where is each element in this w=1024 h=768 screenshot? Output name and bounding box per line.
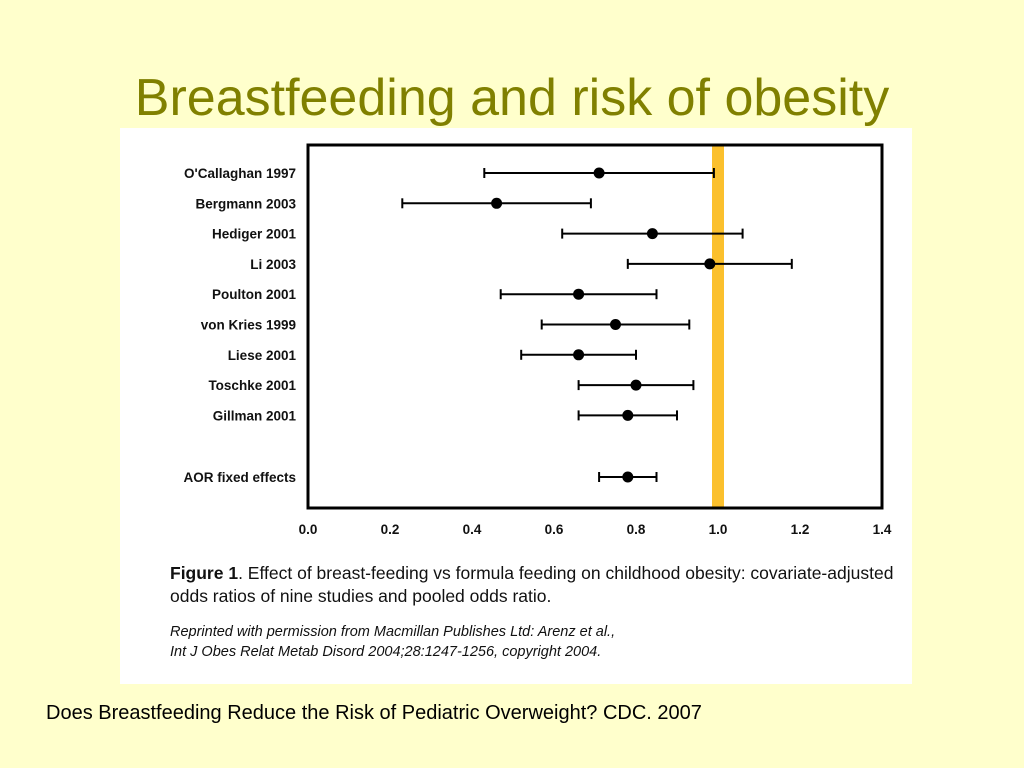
plot-frame [306, 143, 884, 510]
study-label: Bergmann 2003 [195, 196, 296, 211]
x-tick-label: 0.4 [463, 522, 482, 537]
reference-line [712, 146, 724, 507]
figure-caption-text: . Effect of breast-feeding vs formula fe… [170, 563, 894, 606]
study-point [593, 167, 605, 179]
figure-caption: Figure 1. Effect of breast-feeding vs fo… [170, 562, 910, 608]
x-tick-label: 0.0 [299, 522, 318, 537]
study-point [610, 319, 621, 330]
x-tick-label: 0.8 [627, 522, 646, 537]
study-point [630, 379, 642, 391]
figure-panel: O'Callaghan 1997 Bergmann 2003 Hediger 200… [120, 128, 912, 684]
reprint-line-1: Reprinted with permission from Macmillan… [170, 624, 616, 640]
study-point [646, 228, 658, 240]
study-label: Hediger 2001 [212, 227, 297, 242]
source-citation: Does Breastfeeding Reduce the Risk of Pe… [46, 702, 702, 724]
reprint-notice: Reprinted with permission from Macmillan… [170, 622, 910, 662]
study-point [622, 409, 634, 421]
x-tick-label: 0.2 [381, 522, 400, 537]
study-label: Liese 2001 [228, 348, 297, 363]
x-tick-label: 1.0 [709, 522, 728, 537]
reprint-line-2: Int J Obes Relat Metab Disord 2004;28:12… [170, 644, 602, 660]
study-label: Gillman 2001 [213, 408, 297, 423]
x-tick-label: 1.4 [873, 522, 892, 537]
figure-caption-label: Figure 1 [170, 563, 239, 583]
study-point [704, 258, 716, 270]
study-point [491, 197, 503, 209]
study-label: Poulton 2001 [212, 287, 297, 302]
study-label: von Kries 1999 [201, 318, 296, 333]
study-point [573, 349, 585, 361]
study-label: O'Callaghan 1997 [184, 166, 296, 181]
slide-title: Breastfeeding and risk of obesity [134, 69, 890, 127]
study-point [573, 288, 585, 300]
study-label: Toschke 2001 [208, 378, 296, 393]
study-label: Li 2003 [250, 257, 296, 272]
forest-plot: O'Callaghan 1997 Bergmann 2003 Hediger 200… [183, 143, 892, 537]
x-tick-label: 1.2 [791, 522, 810, 537]
pooled-label: AOR fixed effects [183, 470, 296, 485]
x-tick-label: 0.6 [545, 522, 564, 537]
pooled-point [622, 471, 634, 483]
